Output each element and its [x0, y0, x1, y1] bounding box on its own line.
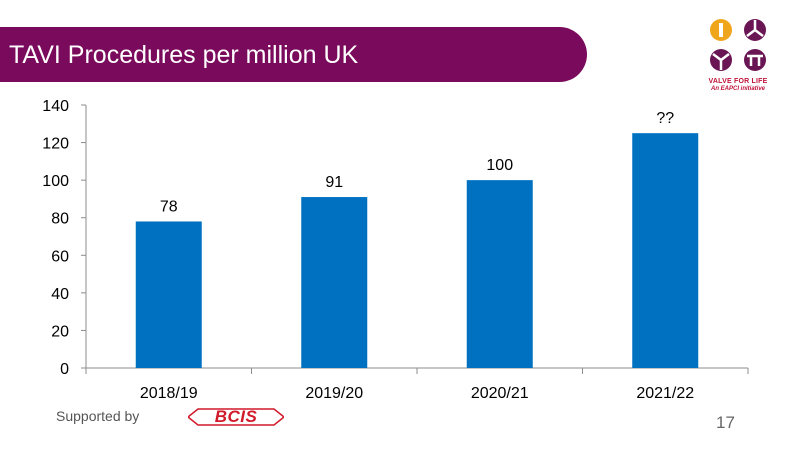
y-tick-label: 40 [51, 286, 69, 303]
y-tick-label: 20 [51, 323, 69, 340]
x-tick-label: 2018/19 [140, 385, 198, 402]
y-tick-label: 100 [42, 173, 69, 190]
y-tick-label: 80 [51, 211, 69, 228]
bar [632, 133, 699, 368]
bar [135, 221, 202, 368]
bar [466, 180, 533, 368]
valve-for-life-logo: VALVE FOR LIFE An EAPCI initiative [696, 14, 780, 96]
y-tick-label: 120 [42, 136, 69, 153]
logo-circle-bottom-right [744, 49, 766, 71]
bcis-logo-text: BCIS [214, 407, 258, 426]
data-label: 100 [486, 157, 513, 174]
x-tick-label: 2021/22 [636, 385, 694, 402]
supported-by-text: Supported by [56, 408, 140, 424]
valve-logo-icon [710, 19, 766, 71]
y-tick-label: 60 [51, 248, 69, 265]
logo-text-valve-for-life: VALVE FOR LIFE [708, 78, 768, 85]
page-number: 17 [716, 413, 735, 432]
bcis-logo: BCIS [186, 406, 286, 428]
y-tick-label: 140 [42, 98, 69, 115]
data-label: 91 [325, 174, 343, 191]
x-tick-label: 2020/21 [471, 385, 529, 402]
slide-title: TAVI Procedures per million UK [9, 41, 359, 69]
x-tick-label: 2019/20 [305, 385, 363, 402]
logo-text-eapci: An EAPCI initiative [710, 86, 765, 92]
bar [301, 197, 368, 368]
y-tick-label: 0 [60, 361, 69, 378]
data-label: ?? [656, 110, 674, 127]
data-label: 78 [160, 198, 178, 215]
title-banner: TAVI Procedures per million UK [0, 27, 587, 82]
